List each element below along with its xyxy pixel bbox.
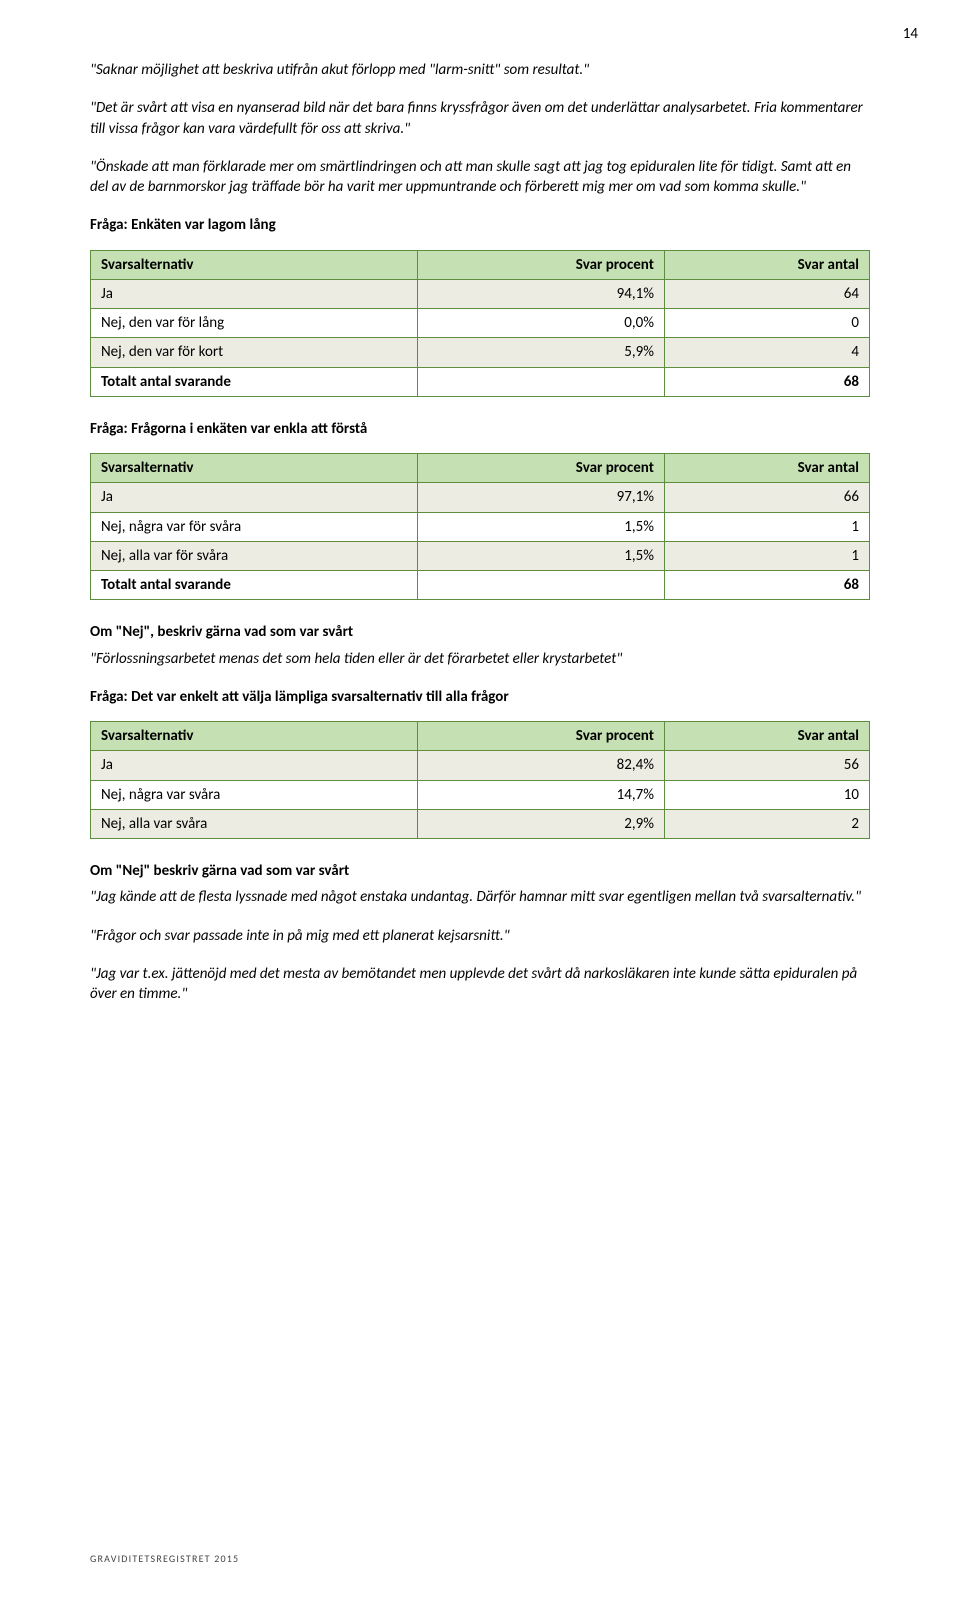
col-header: Svar antal — [664, 454, 869, 483]
table-row: Nej, några var svåra 14,7% 10 — [91, 780, 870, 809]
cell: Totalt antal svarande — [91, 571, 418, 600]
question-heading-1: Fråga: Enkäten var lagom lång — [90, 215, 870, 235]
table-row: Totalt antal svarande 68 — [91, 571, 870, 600]
cell — [418, 367, 665, 396]
cell: Nej, alla var för svåra — [91, 541, 418, 570]
cell: Ja — [91, 483, 418, 512]
cell: 5,9% — [418, 338, 665, 367]
cell: 56 — [664, 751, 869, 780]
col-header: Svar procent — [418, 454, 665, 483]
quote-2: "Det är svårt att visa en nyanserad bild… — [90, 98, 870, 139]
cell: Nej, alla var svåra — [91, 809, 418, 838]
page: 14 "Saknar möjlighet att beskriva utifrå… — [0, 0, 960, 1603]
cell: 2 — [664, 809, 869, 838]
table-row: Nej, den var för kort 5,9% 4 — [91, 338, 870, 367]
cell: 1 — [664, 512, 869, 541]
cell: 1,5% — [418, 541, 665, 570]
col-header: Svar antal — [664, 250, 869, 279]
table-row: Totalt antal svarande 68 — [91, 367, 870, 396]
cell: 0 — [664, 309, 869, 338]
cell: 68 — [664, 571, 869, 600]
cell: Totalt antal svarande — [91, 367, 418, 396]
col-header: Svar procent — [418, 722, 665, 751]
cell: 1 — [664, 541, 869, 570]
table-1: Svarsalternativ Svar procent Svar antal … — [90, 250, 870, 397]
cell: Ja — [91, 279, 418, 308]
page-number: 14 — [903, 24, 918, 44]
quote-5: "Jag kände att de flesta lyssnade med nå… — [90, 887, 870, 907]
cell: 66 — [664, 483, 869, 512]
table-row: Ja 97,1% 66 — [91, 483, 870, 512]
cell: 0,0% — [418, 309, 665, 338]
cell: 97,1% — [418, 483, 665, 512]
table-row: Nej, alla var svåra 2,9% 2 — [91, 809, 870, 838]
cell: Nej, några var för svåra — [91, 512, 418, 541]
quote-6: "Frågor och svar passade inte in på mig … — [90, 926, 870, 946]
footer: GRAVIDITETSREGISTRET 2015 — [90, 1552, 239, 1566]
cell: 2,9% — [418, 809, 665, 838]
col-header: Svarsalternativ — [91, 454, 418, 483]
table-row: Nej, alla var för svåra 1,5% 1 — [91, 541, 870, 570]
quote-7: "Jag var t.ex. jättenöjd med det mesta a… — [90, 964, 870, 1005]
cell: 68 — [664, 367, 869, 396]
cell: Ja — [91, 751, 418, 780]
cell — [418, 571, 665, 600]
cell: 10 — [664, 780, 869, 809]
cell: 82,4% — [418, 751, 665, 780]
cell: 64 — [664, 279, 869, 308]
cell: Nej, några var svåra — [91, 780, 418, 809]
quote-4: "Förlossningsarbetet menas det som hela … — [90, 649, 870, 669]
question-heading-2: Fråga: Frågorna i enkäten var enkla att … — [90, 419, 870, 439]
table-3: Svarsalternativ Svar procent Svar antal … — [90, 721, 870, 839]
col-header: Svar antal — [664, 722, 869, 751]
table-row: Nej, den var för lång 0,0% 0 — [91, 309, 870, 338]
table-row: Nej, några var för svåra 1,5% 1 — [91, 512, 870, 541]
cell: 94,1% — [418, 279, 665, 308]
subheading-1: Om "Nej", beskriv gärna vad som var svår… — [90, 622, 870, 642]
col-header: Svarsalternativ — [91, 250, 418, 279]
col-header: Svarsalternativ — [91, 722, 418, 751]
question-heading-3: Fråga: Det var enkelt att välja lämpliga… — [90, 687, 870, 707]
col-header: Svar procent — [418, 250, 665, 279]
quote-1: "Saknar möjlighet att beskriva utifrån a… — [90, 60, 870, 80]
cell: 1,5% — [418, 512, 665, 541]
table-2: Svarsalternativ Svar procent Svar antal … — [90, 453, 870, 600]
table-row: Ja 94,1% 64 — [91, 279, 870, 308]
table-row: Ja 82,4% 56 — [91, 751, 870, 780]
subheading-2: Om "Nej" beskriv gärna vad som var svårt — [90, 861, 870, 881]
quote-3: "Önskade att man förklarade mer om smärt… — [90, 157, 870, 198]
cell: 4 — [664, 338, 869, 367]
cell: Nej, den var för lång — [91, 309, 418, 338]
cell: 14,7% — [418, 780, 665, 809]
cell: Nej, den var för kort — [91, 338, 418, 367]
